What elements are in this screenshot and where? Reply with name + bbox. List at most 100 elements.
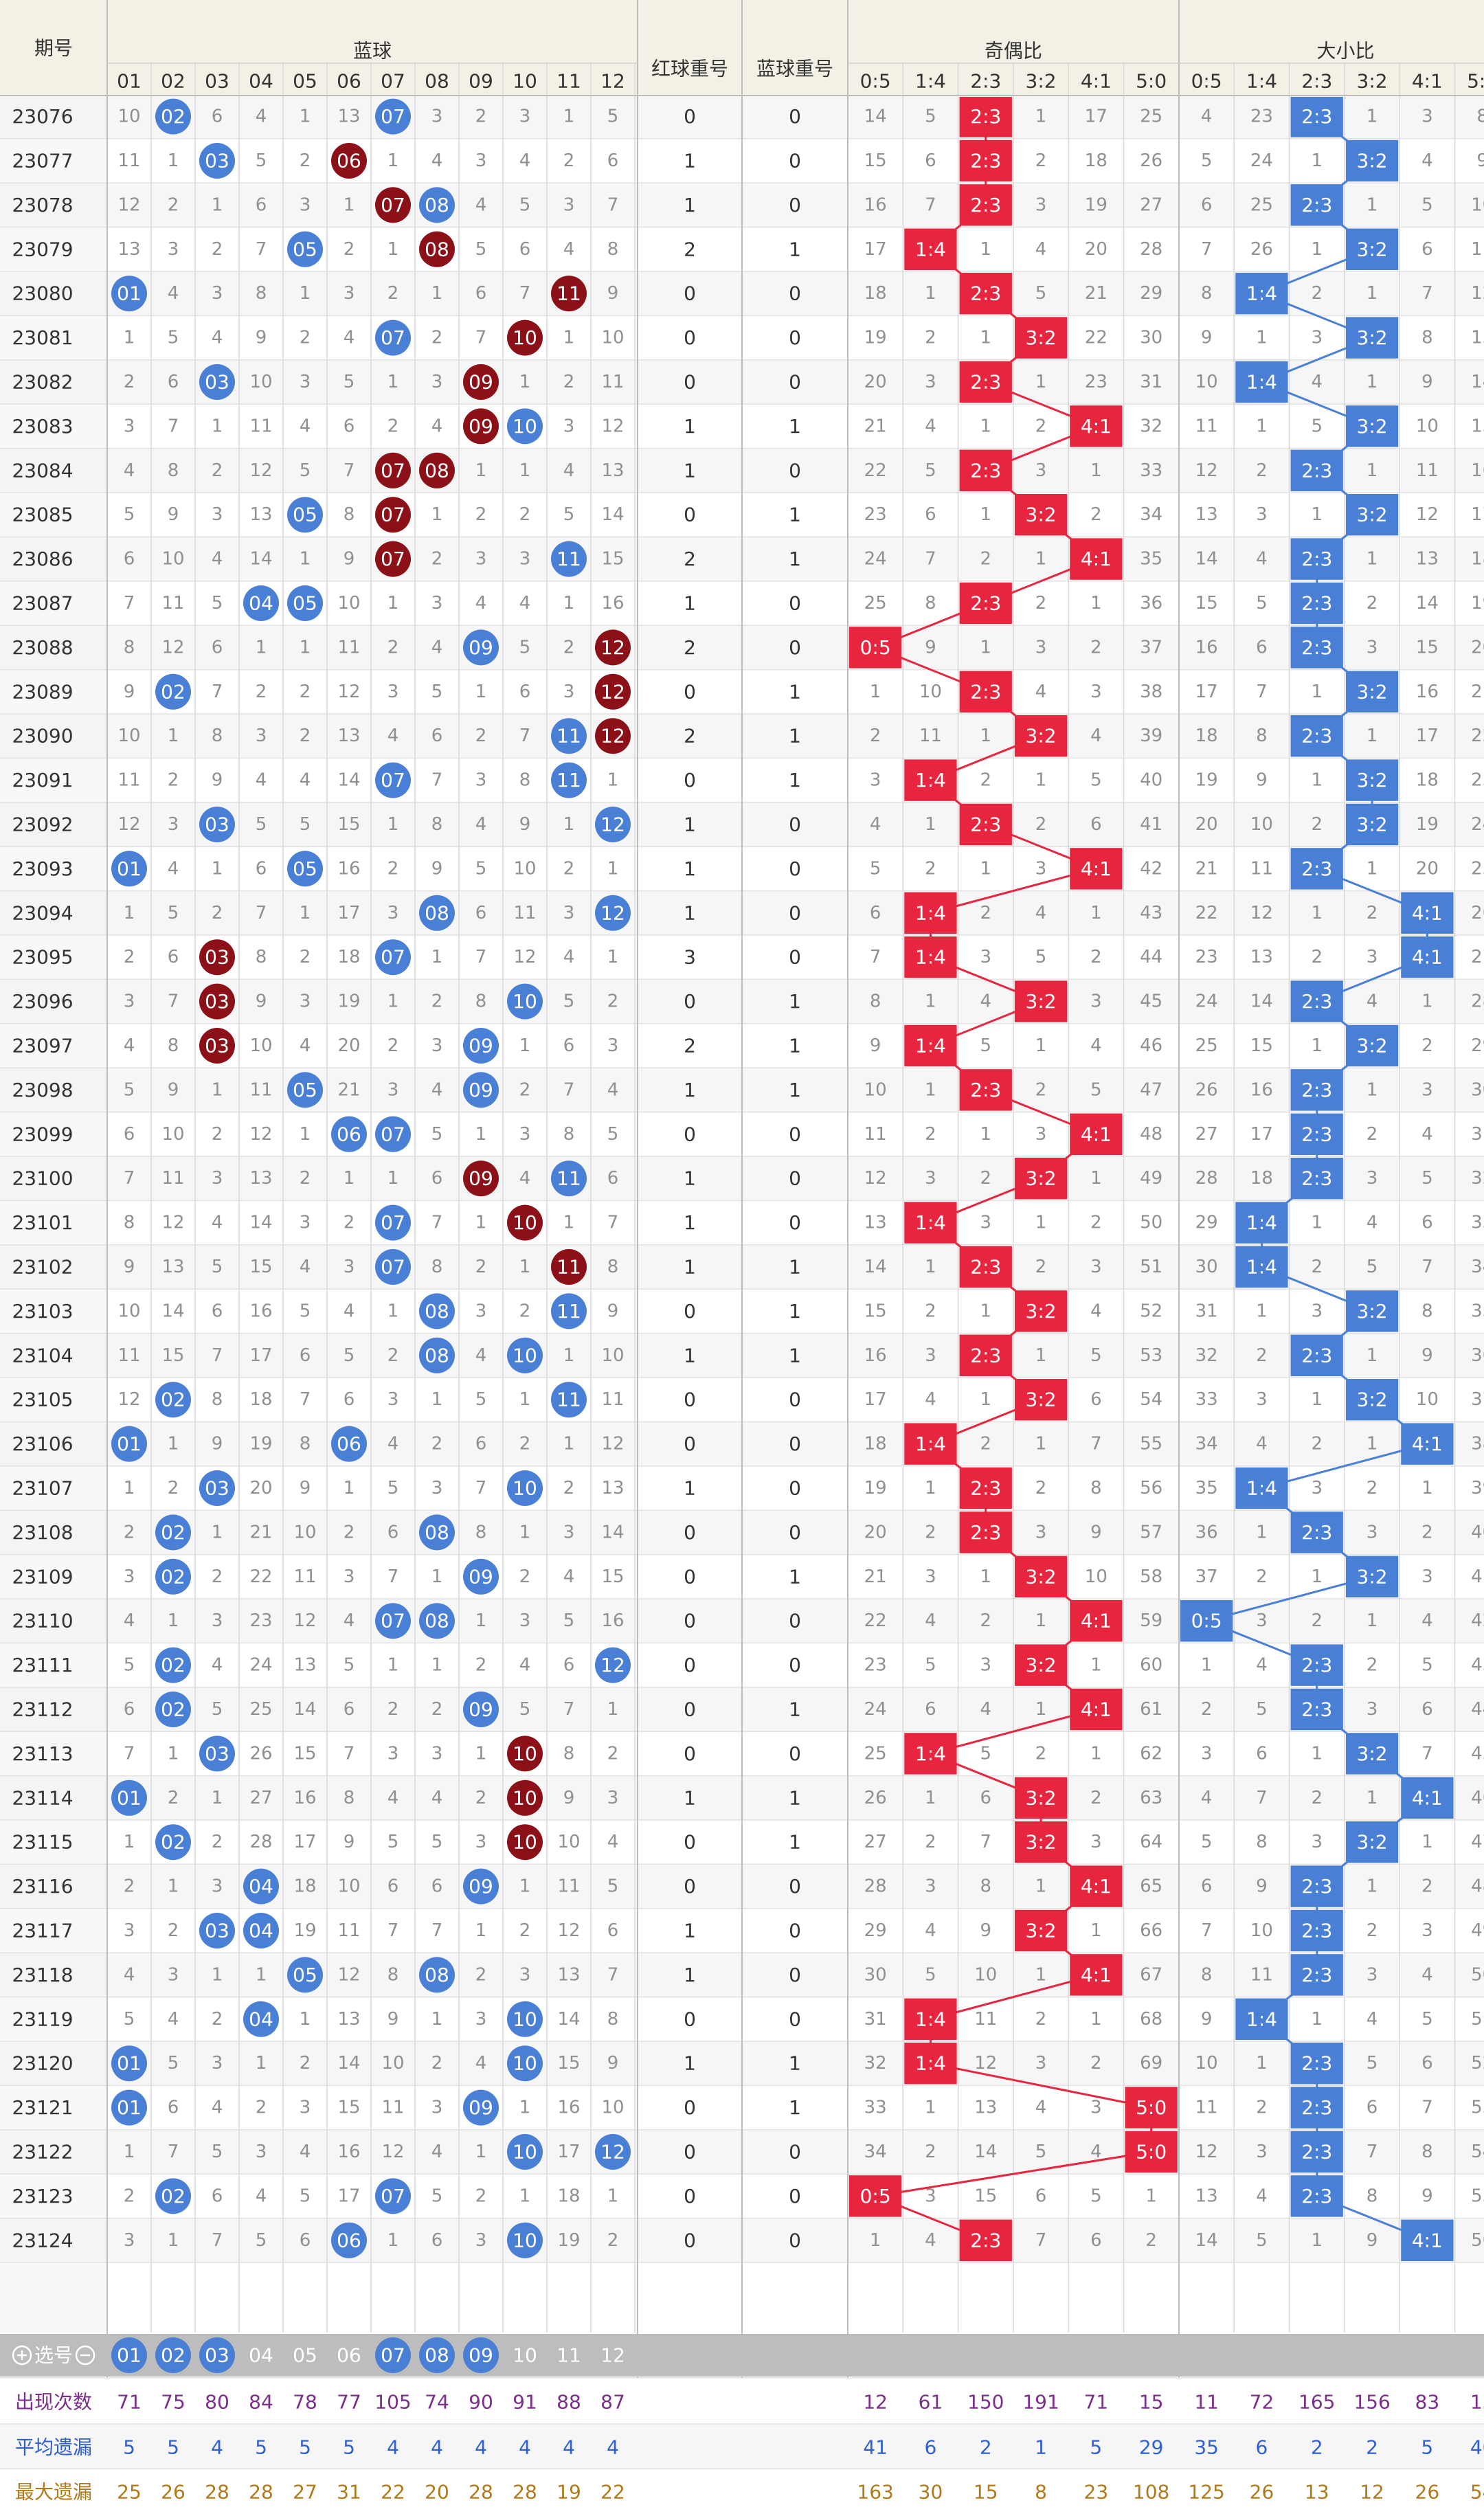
ball-number: 08 (425, 238, 449, 260)
odd-even-hit-cell (1070, 538, 1123, 580)
odd-even-miss: 67 (1140, 1964, 1162, 1985)
big-small-miss: 1 (1311, 2009, 1323, 2030)
odd-even-miss: 65 (1140, 1876, 1162, 1897)
stats-blue-value: 105 (374, 2391, 411, 2414)
big-small-miss: 8 (1201, 1964, 1213, 1985)
odd-even-miss: 31 (1140, 372, 1162, 392)
miss-value: 10 (337, 1876, 360, 1897)
big-small-miss: 3 (1311, 328, 1323, 348)
odd-even-miss: 37 (1140, 637, 1162, 658)
header-blue-number: 08 (425, 70, 449, 93)
miss-value: 2 (212, 903, 223, 923)
odd-even-miss: 4 (925, 416, 936, 436)
odd-even-miss: 3 (980, 1655, 991, 1676)
miss-value: 12 (601, 1434, 624, 1454)
stats-blue-value: 22 (600, 2481, 625, 2504)
ball-number: 01 (117, 2052, 142, 2075)
header-blue-number: 01 (117, 70, 142, 93)
miss-value: 4 (344, 1610, 355, 1631)
miss-value: 7 (475, 1478, 487, 1498)
big-small-miss: 14 (1195, 2230, 1218, 2251)
miss-value: 2 (300, 150, 311, 171)
big-small-hit-label: 1:4 (1246, 1211, 1277, 1234)
odd-even-miss: 2 (1035, 814, 1047, 835)
big-small-miss: 17 (1250, 1124, 1273, 1145)
miss-value: 8 (387, 1964, 399, 1985)
odd-even-miss: 1 (1035, 770, 1047, 791)
odd-even-miss: 5 (1090, 1079, 1102, 1100)
stats-blue-value: 84 (249, 2391, 273, 2414)
miss-value: 1 (431, 947, 443, 967)
odd-even-hit-label: 3:2 (1026, 1389, 1057, 1411)
selector-number: 10 (513, 2344, 537, 2367)
miss-value: 4 (212, 2098, 223, 2118)
miss-value: 3 (124, 1920, 135, 1941)
miss-value: 18 (249, 1389, 272, 1410)
odd-even-hit-cell (904, 759, 957, 801)
odd-even-miss: 51 (1140, 1257, 1162, 1277)
big-small-hit-label: 2:3 (1301, 725, 1332, 748)
miss-value: 1 (563, 1213, 575, 1233)
miss-value: 6 (607, 150, 619, 171)
miss-value: 19 (293, 1920, 316, 1941)
miss-value: 6 (475, 283, 487, 304)
miss-value: 1 (519, 2098, 531, 2118)
miss-value: 13 (337, 2009, 360, 2030)
miss-value: 1 (387, 239, 399, 260)
big-small-miss: 19 (1416, 814, 1439, 835)
odd-even-miss: 41 (1140, 814, 1162, 835)
odd-even-miss: 2 (1090, 1213, 1102, 1233)
big-small-miss: 7 (1421, 1743, 1433, 1764)
odd-even-miss: 2 (1090, 504, 1102, 525)
period-label: 23101 (12, 1211, 73, 1234)
big-small-hit-cell (1290, 1954, 1343, 1996)
big-small-miss: 6 (1201, 1876, 1213, 1897)
odd-even-hit-cell (904, 1202, 957, 1244)
stats-blue-value: 26 (161, 2481, 186, 2504)
period-label: 23077 (12, 150, 73, 172)
miss-value: 13 (337, 726, 360, 746)
big-small-miss: 35 (1471, 1301, 1484, 1321)
blue-ball-hit (111, 1779, 147, 1816)
blue-repeat-value: 1 (789, 1035, 801, 1057)
stats-blue-value: 4 (519, 2436, 531, 2459)
miss-value: 11 (381, 2098, 404, 2118)
miss-value: 3 (519, 1610, 531, 1631)
repeat-ball-hit (551, 276, 587, 312)
odd-even-miss: 1 (1090, 1920, 1102, 1941)
big-small-miss: 1 (1421, 1478, 1433, 1498)
big-small-miss: 21 (1195, 858, 1218, 879)
odd-even-miss: 2 (1035, 416, 1047, 436)
miss-value: 10 (513, 858, 536, 879)
miss-value: 5 (431, 1124, 443, 1145)
odd-even-miss: 22 (864, 460, 887, 481)
big-small-miss: 5 (1201, 150, 1213, 171)
miss-value: 8 (300, 1434, 311, 1454)
miss-value: 19 (249, 1434, 272, 1454)
odd-even-hit-cell (1070, 1865, 1123, 1907)
stats-big-small-value: 83 (1415, 2391, 1440, 2414)
odd-even-hit-cell (959, 273, 1012, 315)
header-big-small-ratio: 0:5 (1191, 70, 1222, 93)
miss-value: 1 (563, 328, 575, 348)
miss-value: 9 (607, 283, 619, 304)
big-small-miss: 36 (1471, 1345, 1484, 1366)
big-small-miss: 3 (1421, 1079, 1433, 1100)
miss-value: 22 (249, 1566, 272, 1587)
big-small-hit-label: 2:3 (1301, 1875, 1332, 1898)
stats-blue-value: 71 (117, 2391, 142, 2414)
odd-even-hit-cell (959, 97, 1012, 137)
stats-blue-value: 4 (475, 2436, 487, 2459)
odd-even-miss: 2 (980, 1168, 991, 1189)
miss-value: 1 (431, 2009, 443, 2030)
big-small-hit-cell (1290, 2043, 1343, 2085)
big-small-miss: 1 (1421, 991, 1433, 1012)
big-small-miss: 18 (1416, 770, 1439, 791)
miss-value: 2 (475, 726, 487, 746)
miss-value: 2 (124, 947, 135, 967)
big-small-hit-label: 2:3 (1301, 1123, 1332, 1145)
miss-value: 5 (300, 1301, 311, 1321)
miss-value: 12 (513, 947, 536, 967)
period-label: 23107 (12, 1477, 73, 1500)
blue-repeat-value: 0 (789, 2185, 801, 2208)
